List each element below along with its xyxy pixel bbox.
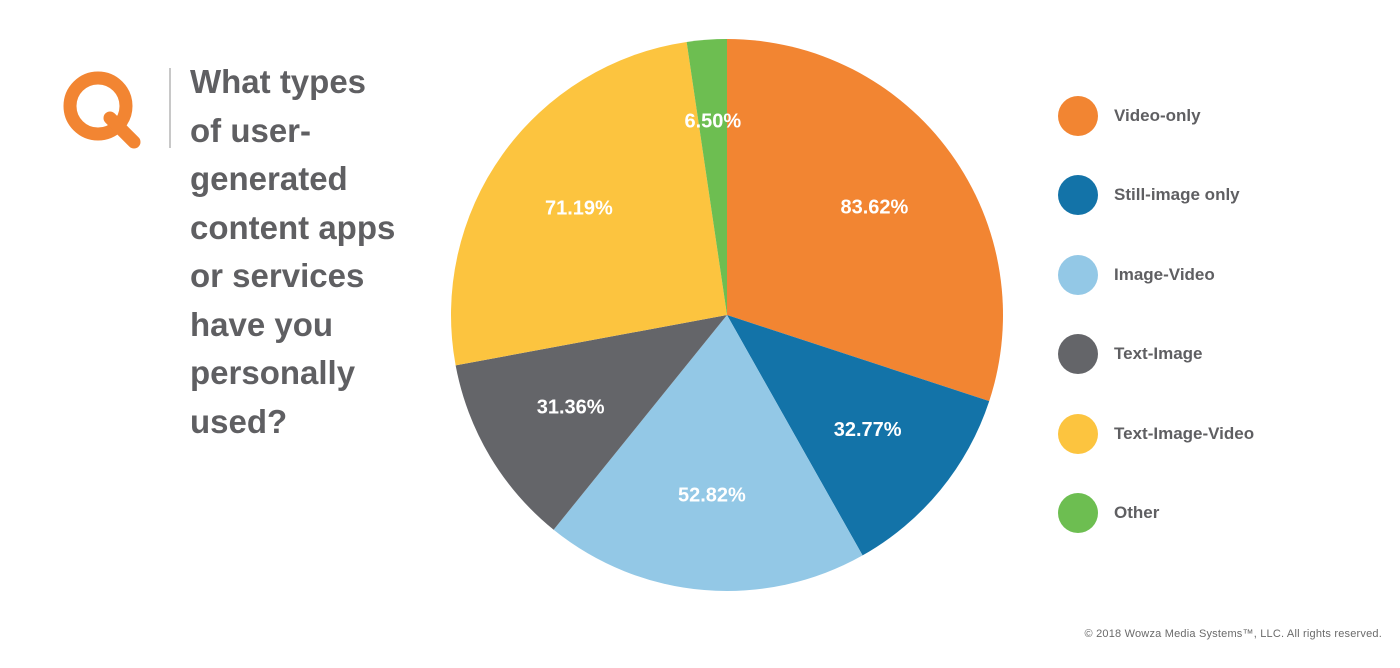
- slice-value-label: 32.77%: [834, 419, 902, 441]
- legend-swatch: [1058, 175, 1098, 216]
- pie-slice-still-image-only: [727, 315, 990, 556]
- question-title: What types of user- generated content ap…: [190, 63, 396, 440]
- pie-slice-other: [686, 39, 727, 315]
- pie-slice-text-image-video: [451, 41, 727, 366]
- pie-slice-video-only: [727, 39, 1003, 402]
- legend-label: Text-Image: [1114, 344, 1203, 364]
- slice-value-label: 52.82%: [678, 485, 746, 507]
- slice-value-label: 83.62%: [840, 197, 908, 219]
- q-logo-icon: [63, 71, 141, 149]
- title-divider: [169, 68, 171, 148]
- legend-label: Video-only: [1114, 106, 1201, 125]
- legend-swatch: [1058, 413, 1098, 454]
- slice-value-label: 31.36%: [537, 396, 605, 418]
- pie-slice-image-video: [553, 315, 863, 591]
- pie-slice-text-image: [455, 315, 727, 530]
- legend-swatch: [1058, 334, 1098, 375]
- legend-label: Text-Image-Video: [1114, 423, 1255, 443]
- legend-label: Still-image only: [1114, 185, 1240, 205]
- legend-swatch: [1058, 96, 1098, 136]
- slice-value-label: 71.19%: [545, 197, 613, 219]
- copyright-notice: © 2018 Wowza Media Systems™, LLC. All ri…: [1084, 628, 1382, 640]
- legend-label: Other: [1114, 502, 1160, 522]
- legend-swatch: [1058, 492, 1098, 533]
- legend-swatch: [1058, 254, 1098, 295]
- legend-label: Image-Video: [1114, 264, 1215, 284]
- slice-value-label: 6.50%: [684, 111, 741, 133]
